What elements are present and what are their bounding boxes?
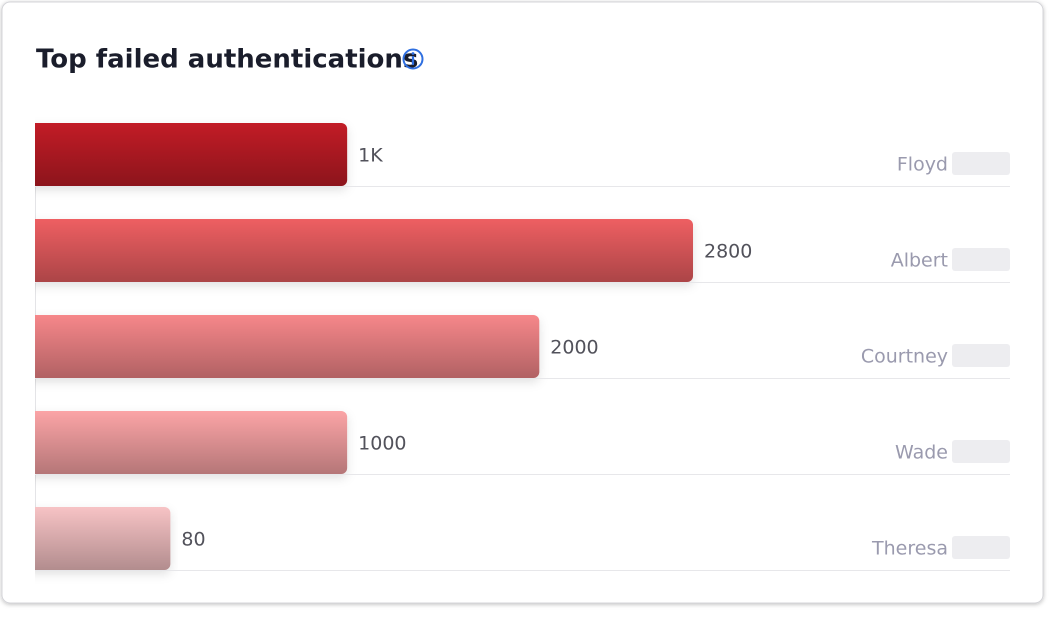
redacted-box	[952, 440, 1010, 463]
redacted-box	[952, 152, 1010, 175]
bar-shade	[35, 219, 693, 282]
bar-shade	[35, 315, 540, 378]
value-label: 80	[181, 529, 205, 551]
plot	[35, 123, 693, 570]
info-icon[interactable]	[402, 48, 424, 70]
bar-shade	[35, 123, 348, 186]
category-label: Theresa	[871, 538, 948, 560]
redacted-box	[952, 248, 1010, 271]
category-label: Courtney	[861, 346, 948, 368]
category-label: Floyd	[897, 154, 948, 176]
category-label: Albert	[891, 250, 948, 272]
bar-shade	[35, 507, 171, 570]
category-label: Wade	[895, 442, 948, 464]
value-label: 2800	[704, 241, 752, 263]
bar-shade	[35, 411, 348, 474]
value-label: 1000	[358, 433, 406, 455]
chart-title: Top failed authentications	[36, 45, 418, 75]
redacted-box	[952, 536, 1010, 559]
redacted-box	[952, 344, 1010, 367]
value-label: 1K	[358, 145, 383, 167]
value-label: 2000	[550, 337, 598, 359]
